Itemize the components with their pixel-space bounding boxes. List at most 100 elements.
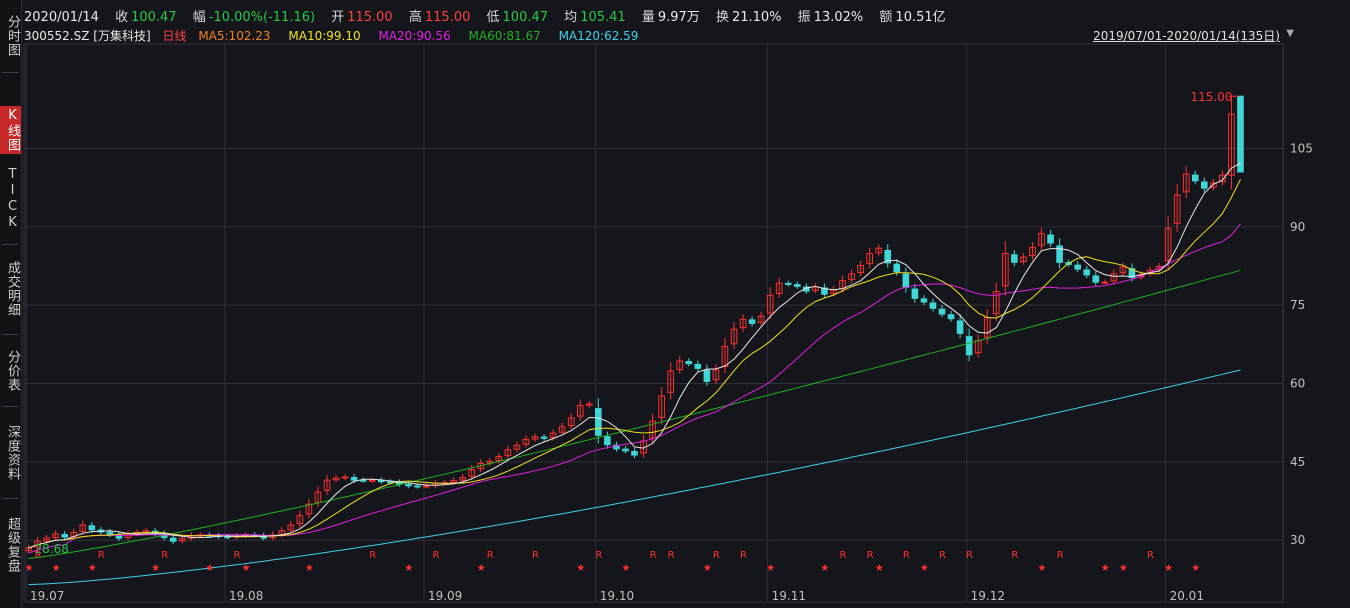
sidebar-item-trade-detail[interactable]: 成交明细 <box>5 261 20 317</box>
candle-body <box>875 247 883 254</box>
candle-body <box>296 515 304 525</box>
candle-body <box>902 273 910 288</box>
candle-body <box>821 287 828 295</box>
signal-r-marker: R <box>650 550 657 561</box>
candle-body <box>622 448 629 452</box>
candle-body <box>549 432 557 439</box>
signal-r-marker: R <box>740 550 747 561</box>
y-tick-label: 45 <box>1290 455 1305 469</box>
candle-body <box>784 282 792 285</box>
amplitude-value: 13.02% <box>813 10 864 25</box>
candle-body <box>567 417 575 427</box>
sidebar-item-review[interactable]: 超级复盘 <box>5 517 20 573</box>
ma60-legend: MA60:81.67 <box>468 29 541 43</box>
stock-symbol[interactable]: 300552.SZ [万集科技] <box>24 29 151 43</box>
candle-body <box>459 477 466 481</box>
candle-body <box>947 314 955 320</box>
candle-body <box>1020 256 1027 263</box>
signal-r-marker: R <box>595 550 602 561</box>
plot-frame <box>23 43 1284 603</box>
ma120-line <box>28 369 1241 586</box>
signal-r-marker: R <box>903 550 910 561</box>
candle-body <box>305 503 313 515</box>
candle-body <box>1110 273 1118 282</box>
amount-value: 10.51亿 <box>895 10 946 25</box>
candle-body <box>1083 269 1091 276</box>
sidebar-item-timeshare[interactable]: 分时图 <box>5 15 20 57</box>
candle-body <box>893 263 901 273</box>
signal-r-marker: R <box>939 550 946 561</box>
candle-body <box>667 370 674 393</box>
signal-star-marker: ★ <box>703 563 712 574</box>
candle-body <box>848 273 855 281</box>
candle-body <box>730 328 738 345</box>
signal-star-marker: ★ <box>1101 563 1110 574</box>
candle-body <box>1182 173 1190 193</box>
signal-star-marker: ★ <box>920 563 929 574</box>
candle-body <box>178 538 186 542</box>
candle-body <box>712 369 720 381</box>
candle-body <box>757 315 765 323</box>
candle-body <box>1128 268 1136 278</box>
signal-r-marker: R <box>487 550 494 561</box>
candle-body <box>359 479 367 482</box>
candle-body <box>956 320 964 334</box>
avg-value: 105.41 <box>580 10 626 25</box>
signal-star-marker: ★ <box>52 563 61 574</box>
candle-body <box>224 536 231 539</box>
candle-body <box>658 395 665 418</box>
candle-body <box>576 404 584 417</box>
candle-body <box>911 288 919 299</box>
sidebar-item-kline[interactable]: K线图 <box>0 106 21 154</box>
ma120-legend: MA120:62.59 <box>558 29 639 43</box>
open-value: 115.00 <box>347 10 393 25</box>
candle-body <box>540 436 548 439</box>
sidebar-item-price-table[interactable]: 分价表 <box>5 350 20 392</box>
candle-body <box>341 476 349 479</box>
signal-r-marker: R <box>161 550 168 561</box>
low-value: 100.47 <box>502 10 549 25</box>
candle-body <box>1011 254 1018 263</box>
dropdown-triangle-icon[interactable]: ▼ <box>1286 28 1294 39</box>
sidebar-divider <box>2 334 19 335</box>
period-label[interactable]: 日线 <box>162 29 187 43</box>
ma10-legend: MA10:99.10 <box>288 29 361 43</box>
candle-body <box>323 479 331 491</box>
sidebar-divider <box>2 244 19 245</box>
quote-header: 2020/01/14 收 100.47 幅 -10.00%(-11.16) 开 115… <box>22 0 1350 43</box>
candle-body <box>531 436 539 440</box>
sidebar-item-depth-info[interactable]: 深度资料 <box>5 425 20 481</box>
signal-star-marker: ★ <box>404 563 413 574</box>
signal-star-marker: ★ <box>151 563 160 574</box>
candle-body <box>866 252 873 265</box>
signal-star-marker: ★ <box>1191 563 1200 574</box>
candle-body <box>1219 174 1226 183</box>
signal-star-marker: ★ <box>1038 563 1047 574</box>
signal-r-marker: R <box>35 550 42 561</box>
signal-r-marker: R <box>1147 550 1154 561</box>
x-tick-label: 19.09 <box>428 589 462 603</box>
sidebar: 分时图 K线图 TICK 成交明细 分价表 深度资料 超级复盘 <box>0 0 22 608</box>
x-tick-label: 19.08 <box>229 589 263 603</box>
signal-star-marker: ★ <box>1164 563 1173 574</box>
y-tick-label: 105 <box>1290 141 1313 155</box>
candle-body <box>386 481 394 484</box>
date-range[interactable]: 2019/07/01-2020/01/14(135日) <box>1093 29 1280 43</box>
candle-body <box>1237 95 1244 173</box>
candle-body <box>495 456 503 462</box>
x-tick-label: 19.11 <box>772 589 806 603</box>
candle-body <box>766 294 774 314</box>
turnover-value: 21.10% <box>731 10 782 25</box>
signal-r-marker: R <box>966 550 973 561</box>
sidebar-divider <box>2 406 19 407</box>
candle-body <box>631 451 638 456</box>
quote-bar: 2020/01/14 收 100.47 幅 -10.00%(-11.16) 开 115… <box>24 6 958 25</box>
candle-body <box>920 298 928 303</box>
candle-body <box>1074 264 1081 270</box>
candle-body <box>1191 174 1199 182</box>
candle-body <box>1119 266 1127 274</box>
candle-body <box>1092 275 1100 283</box>
y-tick-label: 30 <box>1290 533 1305 547</box>
sidebar-item-tick[interactable]: TICK <box>5 167 20 231</box>
